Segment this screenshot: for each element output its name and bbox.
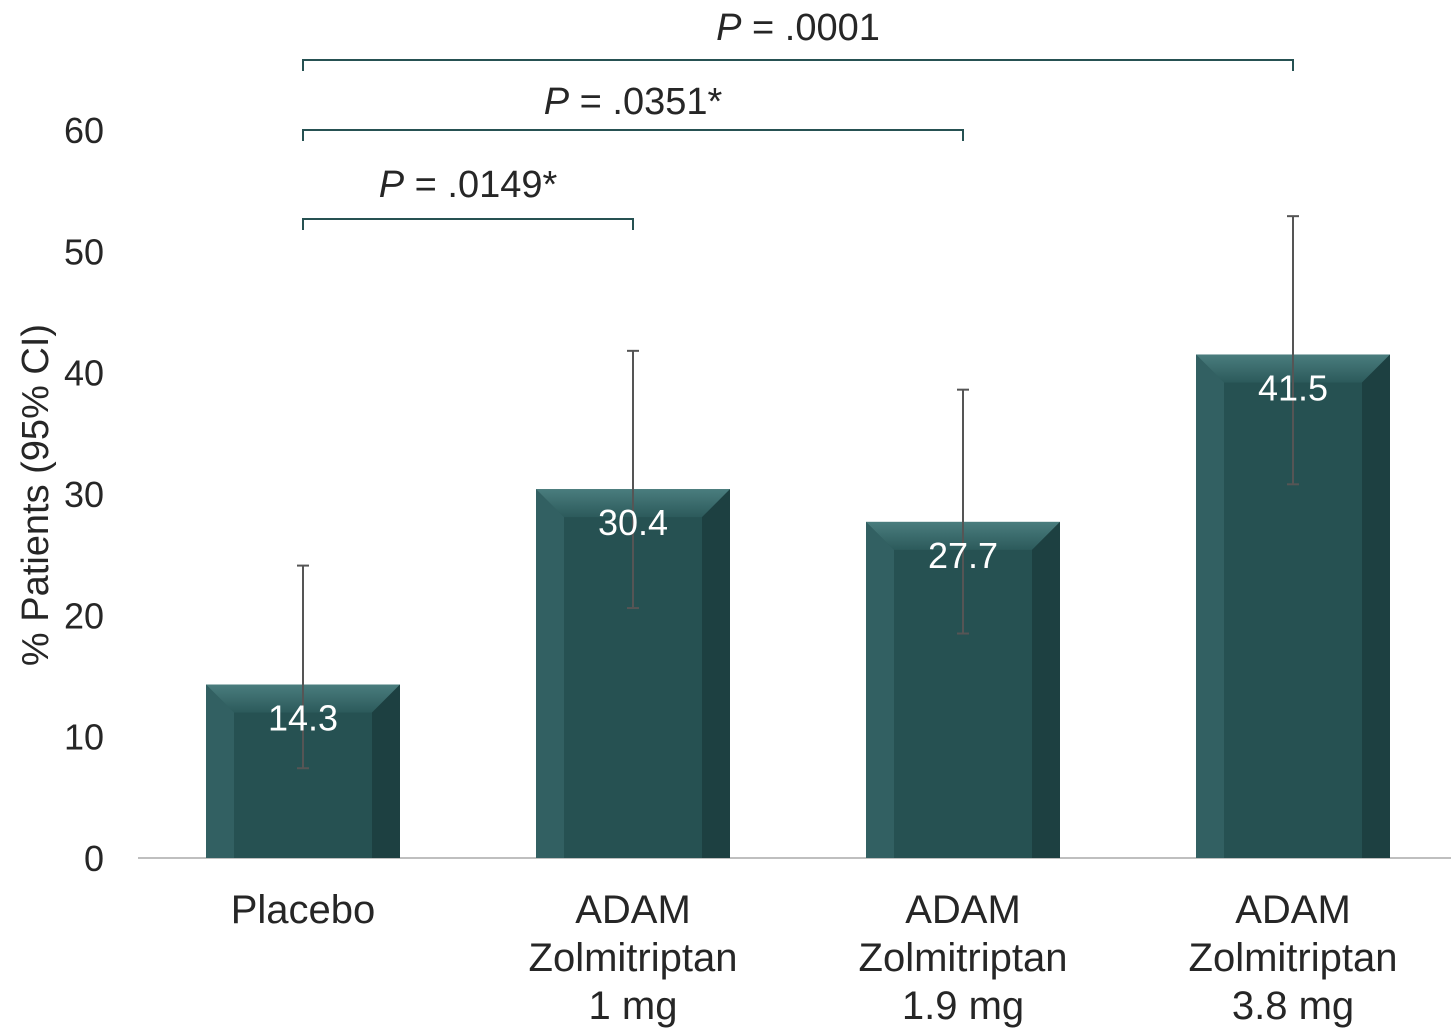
bracket-line (302, 129, 964, 141)
error-bar (957, 388, 969, 635)
x-tick-label-line: Placebo (231, 888, 376, 932)
significance-bracket: P = .0001 (302, 7, 1294, 71)
x-tick-label-line: ADAM (905, 888, 1021, 932)
y-axis-label: % Patients (95% CI) (15, 324, 57, 666)
x-tick-label-line: ADAM (1235, 888, 1351, 932)
bar-value-label: 27.7 (928, 535, 998, 576)
error-bar (627, 349, 639, 610)
bar-value-label: 30.4 (598, 502, 668, 543)
x-tick-label-line: Zolmitriptan (529, 936, 738, 980)
x-tick-label-line: 1.9 mg (902, 984, 1024, 1028)
y-tick-label: 60 (64, 110, 104, 151)
bar-bevel-right (1032, 521, 1060, 858)
error-bar (1287, 215, 1299, 486)
y-tick-label: 10 (64, 717, 104, 758)
significance-brackets: P = .0149*P = .0351*P = .0001 (302, 7, 1294, 230)
y-tick-label: 30 (64, 474, 104, 515)
p-value-label: P = .0149* (379, 164, 558, 206)
bar-bevel-left (536, 489, 564, 858)
bar-value-labels: 14.3 30.4 27.7 41.5 (268, 367, 1328, 738)
y-tick-label: 20 (64, 595, 104, 636)
bar-bevel-left (206, 684, 234, 858)
x-tick-label: Placebo (231, 888, 376, 932)
p-value-text: = .0001 (741, 7, 879, 49)
x-tick-label-line: Zolmitriptan (859, 936, 1068, 980)
y-axis-ticks: 0 10 20 30 40 50 60 (64, 110, 104, 879)
significance-bracket: P = .0149* (302, 164, 634, 230)
bar-bevel-left (1196, 354, 1224, 858)
bar-value-label: 41.5 (1258, 367, 1328, 408)
x-tick-label-line: 1 mg (589, 984, 678, 1028)
error-bar (297, 564, 309, 770)
y-tick-label: 0 (84, 838, 104, 879)
p-value-text: = .0351* (569, 81, 722, 123)
p-value-label: P = .0001 (716, 7, 880, 49)
bar-value-label: 14.3 (268, 697, 338, 738)
p-value-text: = .0149* (404, 164, 557, 206)
bracket-line (302, 59, 1294, 71)
y-tick-label: 40 (64, 353, 104, 394)
bar-bevel-right (1362, 354, 1390, 858)
p-value-symbol: P (544, 81, 570, 123)
p-value-label: P = .0351* (544, 81, 723, 123)
bracket-line (302, 218, 634, 230)
bars (206, 354, 1390, 858)
p-value-symbol: P (716, 7, 742, 49)
bar-bevel-right (372, 684, 400, 858)
bar-bevel-left (866, 521, 894, 858)
significance-bracket: P = .0351* (302, 81, 964, 141)
y-tick-label: 50 (64, 231, 104, 272)
bar-bevel-right (702, 489, 730, 858)
error-bars (297, 215, 1299, 770)
p-value-symbol: P (379, 164, 405, 206)
x-tick-label-line: ADAM (575, 888, 691, 932)
x-tick-label-line: 3.8 mg (1232, 984, 1354, 1028)
x-tick-label-line: Zolmitriptan (1189, 936, 1398, 980)
